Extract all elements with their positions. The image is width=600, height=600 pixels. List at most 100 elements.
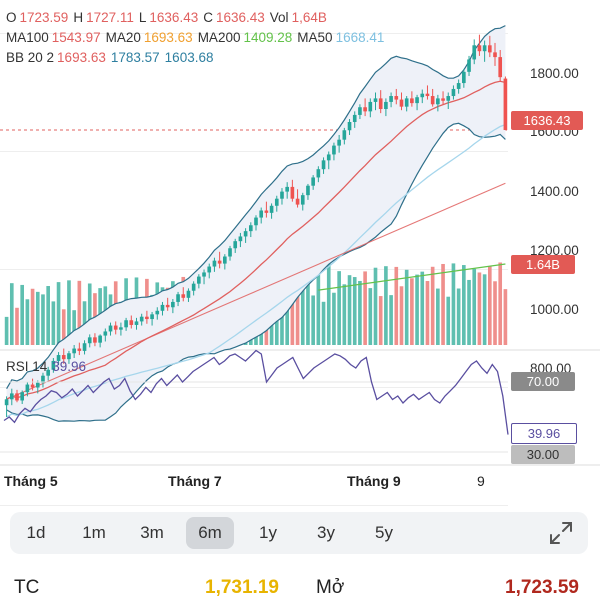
candle-body [394, 96, 399, 100]
range-3m[interactable]: 3m [140, 523, 164, 542]
price-axis-label: 1400.00 [530, 184, 579, 199]
price-axis-label: 1800.00 [530, 66, 579, 81]
candle-body [129, 320, 134, 325]
header-label: C [203, 10, 213, 25]
bb-header: BB 20 2 1693.63 1783.57 1603.68 [6, 50, 218, 65]
candle-body [72, 348, 76, 354]
range-6m[interactable]: 6m [186, 517, 234, 549]
volume-bar [503, 289, 508, 345]
volume-bar [41, 294, 45, 345]
ma20-line [6, 80, 506, 400]
candle-body [67, 353, 71, 360]
candle-body [477, 45, 482, 52]
range-1d[interactable]: 1d [26, 523, 46, 542]
volume-bar [77, 280, 82, 345]
candle-body [425, 93, 430, 97]
range-5y[interactable]: 5y [375, 523, 393, 542]
candle-body [150, 314, 154, 320]
volume-bar [25, 299, 30, 345]
candle-body [217, 260, 222, 264]
candle-body [139, 316, 144, 322]
candle-body [337, 139, 341, 146]
candle-body [482, 45, 487, 52]
candle-body [410, 98, 414, 104]
price-axis-label: 1000.00 [530, 302, 579, 317]
candle-body [41, 375, 45, 383]
volume-bar [482, 274, 487, 345]
candle-body [446, 96, 451, 101]
volume-bar [451, 263, 456, 345]
rsi-header-value: 39.96 [52, 359, 87, 374]
rsi-lower-tag: 30.00 [511, 445, 575, 464]
volume-bar [467, 279, 471, 345]
candle-body [456, 83, 461, 89]
header-value: 1693.63 [143, 30, 193, 45]
candle-body [352, 114, 357, 122]
volume-bar [498, 262, 503, 345]
candle-body [191, 283, 196, 291]
volume-bar [462, 265, 466, 345]
candle-body [233, 241, 238, 249]
candle-body [467, 59, 471, 72]
volume-bar [306, 271, 310, 345]
range-1y[interactable]: 1y [259, 523, 277, 542]
candle-body [165, 304, 170, 308]
volume-bar [415, 274, 419, 345]
volume-bar [420, 271, 425, 345]
volume-bar [378, 296, 383, 345]
header-value: 1783.57 [110, 50, 160, 65]
candle-body [202, 272, 206, 277]
reference-label: TC [14, 577, 40, 598]
candle-body [119, 327, 123, 330]
candles [4, 34, 508, 417]
volume-bar [332, 292, 336, 345]
candle-body [290, 186, 295, 199]
volume-bar [20, 284, 25, 345]
volume-bar [51, 301, 56, 345]
volume-bar [456, 288, 461, 345]
candle-body [20, 392, 25, 401]
price-chart[interactable]: 1800.001600.001400.001200.001000.00800.0… [0, 0, 600, 510]
candle-body [197, 276, 201, 284]
range-3y[interactable]: 3y [317, 523, 335, 542]
volume-bar [404, 269, 409, 345]
volume-bar [410, 278, 414, 345]
header-label: MA50 [297, 30, 333, 45]
header-value: 1693.63 [57, 50, 106, 65]
volume-bar [446, 296, 451, 345]
candle-body [160, 304, 165, 311]
volume-bar [394, 266, 399, 345]
candle-body [171, 301, 175, 308]
candle-body [254, 217, 258, 226]
volume-bar [321, 301, 326, 345]
ma200-line [318, 263, 506, 291]
volume-bar [285, 282, 289, 345]
candle-body [347, 121, 352, 131]
ma-header: MA100 1543.97 MA20 1693.63 MA200 1409.28 MA50 1… [6, 30, 389, 45]
volume-bar [15, 307, 19, 345]
candle-body [93, 337, 97, 343]
expand-icon[interactable] [548, 520, 574, 546]
price-axis-label: 1200.00 [530, 243, 579, 258]
volume-bar [493, 281, 497, 345]
candle-body [420, 93, 425, 98]
candle-body [399, 99, 404, 107]
rsi-panel [0, 349, 509, 453]
candle-body [311, 177, 315, 186]
volume-bar [472, 268, 477, 345]
volume-bar [441, 263, 445, 345]
range-1m[interactable]: 1m [82, 523, 106, 542]
candle-body [295, 198, 300, 205]
range-selector: 1d 1m 3m 6m 1y 3y 5y [10, 512, 588, 554]
volume-bar [337, 271, 341, 345]
header-value: 1727.11 [86, 10, 134, 25]
candle-body [436, 98, 440, 105]
candle-body [25, 384, 30, 393]
candle-body [212, 260, 217, 267]
candle-body [451, 88, 456, 97]
candle-body [378, 98, 383, 110]
volume-bar [373, 267, 378, 345]
volume-bar [72, 310, 76, 345]
candle-body [332, 145, 336, 155]
candle-body [35, 382, 40, 388]
